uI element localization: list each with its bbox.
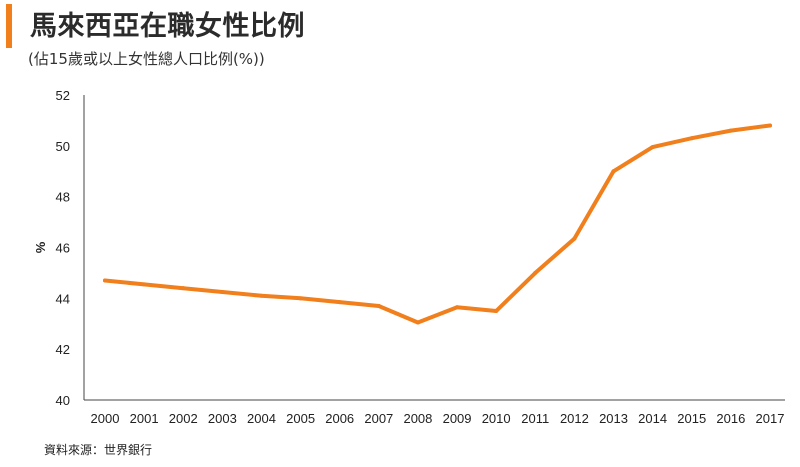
x-tick-label: 2003 [208,411,237,426]
data-point [650,145,655,150]
y-tick-label: 44 [56,291,70,306]
x-tick-label: 2004 [247,411,276,426]
y-tick-label: 52 [56,88,70,103]
x-tick-label: 2007 [364,411,393,426]
data-point [689,136,694,141]
data-point [728,128,733,133]
x-tick-label: 2006 [325,411,354,426]
x-tick-label: 2017 [756,411,785,426]
data-point [298,296,303,301]
title-accent-bar [6,4,12,48]
data-point [415,320,420,325]
x-tick-label: 2015 [677,411,706,426]
x-tick-label: 2012 [560,411,589,426]
x-tick-label: 2010 [482,411,511,426]
series-line [103,123,772,325]
data-point [220,289,225,294]
x-tick-label: 2005 [286,411,315,426]
y-axis-label: % [33,241,48,253]
page-title: 馬來西亞在職女性比例 [30,11,305,42]
x-tick-label: 2008 [403,411,432,426]
data-point [494,309,499,314]
x-tick-label: 2000 [91,411,120,426]
data-point [103,278,107,283]
data-point [337,300,342,305]
data-point [572,236,577,241]
data-point [181,286,186,291]
page-subtitle: (佔15歲或以上女性總人口比例(%)) [28,50,265,68]
x-tick-label: 2013 [599,411,628,426]
x-tick-label: 2009 [443,411,472,426]
data-point [142,282,147,287]
data-point [259,293,264,298]
y-tick-label: 42 [56,342,70,357]
x-tick-label: 2016 [716,411,745,426]
data-point [611,169,616,174]
y-tick-label: 50 [56,139,70,154]
source-note: 資料來源：世界銀行 [44,443,153,457]
x-tick-label: 2011 [521,411,549,426]
x-tick-label: 2001 [130,411,159,426]
x-tick-label: 2014 [638,411,667,426]
data-point [455,305,460,310]
data-point [533,270,538,275]
data-point [768,123,772,128]
x-tick-label: 2002 [169,411,198,426]
y-tick-label: 46 [56,241,70,256]
y-tick-label: 48 [56,190,70,205]
data-point [376,303,381,308]
y-tick-label: 40 [56,393,70,408]
